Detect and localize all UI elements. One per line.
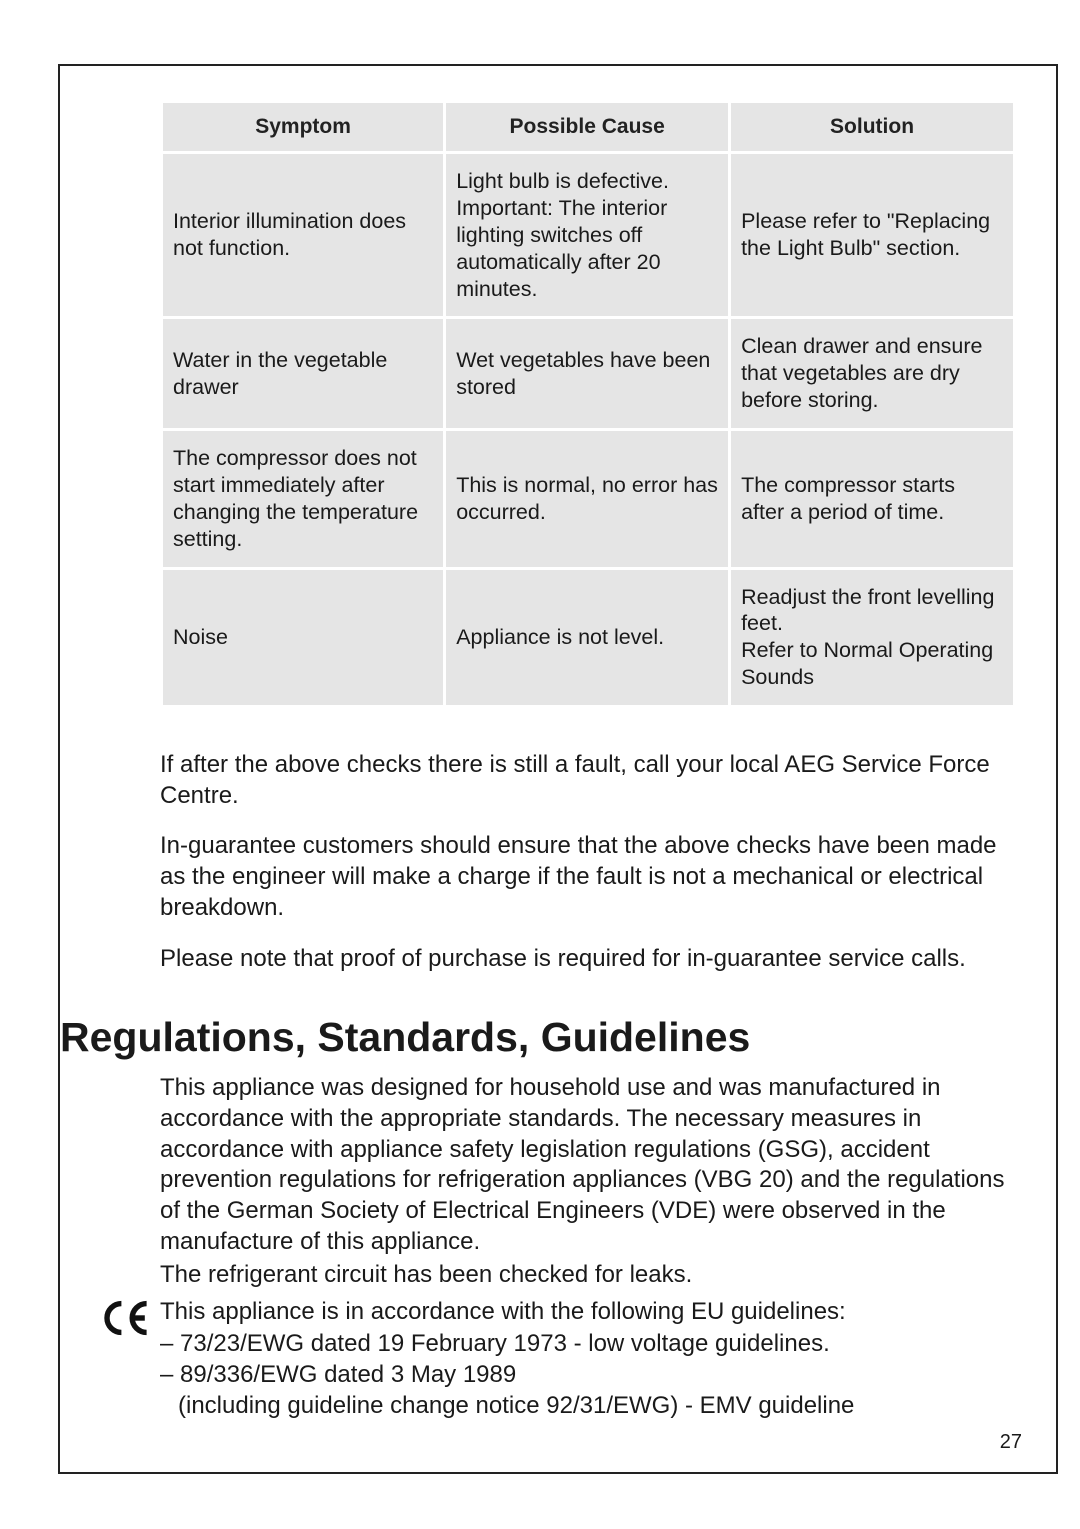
cell-solution: Please refer to "Replacing the Light Bul… [730,153,1015,318]
ce-bullet-cont: (including guideline change notice 92/31… [178,1390,854,1421]
col-header-symptom: Symptom [162,102,445,153]
body-paragraph: Please note that proof of purchase is re… [160,944,1016,975]
ce-row: This appliance is in accordance with the… [98,1296,1016,1421]
cell-cause: This is normal, no error has occurred. [445,430,730,569]
cell-symptom: The compressor does not start immediatel… [162,430,445,569]
troubleshooting-table: Symptom Possible Cause Solution Interior… [160,100,1016,708]
body-text-block: If after the above checks there is still… [160,750,1016,974]
cell-solution: Readjust the front levelling feet. Refer… [730,568,1015,707]
ce-text: This appliance is in accordance with the… [160,1296,854,1421]
ce-mark-icon [98,1298,156,1343]
page-number: 27 [1000,1431,1022,1454]
body-paragraph: In-guarantee customers should ensure tha… [160,831,1016,923]
cell-solution: Clean drawer and ensure that vegetables … [730,318,1015,430]
regulations-paragraph: The refrigerant circuit has been checked… [160,1260,1016,1291]
cell-symptom: Water in the vegetable drawer [162,318,445,430]
page-frame: Symptom Possible Cause Solution Interior… [58,64,1058,1474]
content-area: Symptom Possible Cause Solution Interior… [160,100,1016,1432]
table-row: The compressor does not start immediatel… [162,430,1015,569]
cell-cause: Wet vegetables have been stored [445,318,730,430]
table-row: Interior illumination does not function.… [162,153,1015,318]
col-header-cause: Possible Cause [445,102,730,153]
table-row: Noise Appliance is not level. Readjust t… [162,568,1015,707]
cell-cause: Light bulb is defective. Important: The … [445,153,730,318]
cell-cause: Appliance is not level. [445,568,730,707]
table-header-row: Symptom Possible Cause Solution [162,102,1015,153]
cell-solution: The compressor starts after a period of … [730,430,1015,569]
cell-symptom: Noise [162,568,445,707]
ce-bullet: – 89/336/EWG dated 3 May 1989 [160,1359,854,1390]
table-row: Water in the vegetable drawer Wet vegeta… [162,318,1015,430]
section-heading-regulations: Regulations, Standards, Guidelines [60,1014,1016,1061]
ce-bullet: – 73/23/EWG dated 19 February 1973 - low… [160,1328,854,1359]
cell-symptom: Interior illumination does not function. [162,153,445,318]
regulations-paragraph: This appliance was designed for househol… [160,1073,1016,1257]
body-paragraph: If after the above checks there is still… [160,750,1016,811]
ce-intro-line: This appliance is in accordance with the… [160,1296,854,1327]
regulations-block: This appliance was designed for househol… [160,1073,1016,1290]
col-header-solution: Solution [730,102,1015,153]
